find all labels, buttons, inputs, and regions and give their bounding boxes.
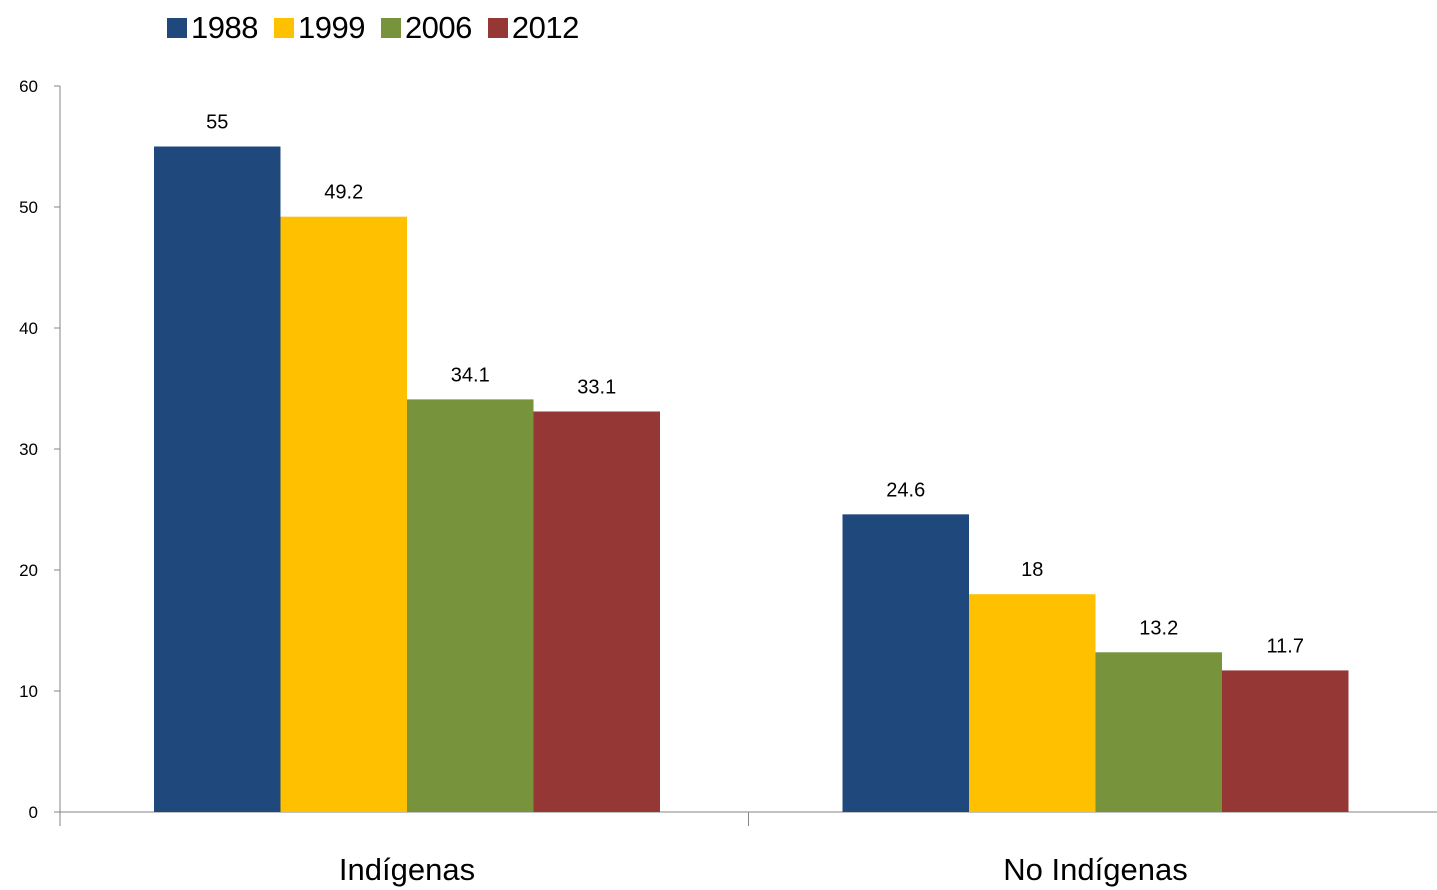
bar: [969, 594, 1096, 812]
bar: [1095, 652, 1222, 812]
x-tick-label: Indígenas: [339, 852, 475, 887]
data-labels: 55 49.2 34.1 33.1 24.6 18 13.2 11.7: [206, 112, 1304, 658]
legend-label: 2012: [511, 10, 579, 45]
bar: [842, 514, 969, 812]
y-tick-label: 40: [19, 319, 38, 338]
bar: [154, 146, 281, 812]
legend-label: 2006: [404, 10, 472, 45]
x-tick-label: No Indígenas: [1003, 852, 1187, 887]
y-tick-label: 60: [19, 77, 38, 96]
legend: 1988 1999 2006 2012: [167, 10, 595, 46]
legend-swatch: [167, 18, 187, 38]
legend-item: 2006: [380, 10, 472, 46]
data-label: 24.6: [886, 479, 925, 501]
legend-label: 1988: [191, 10, 258, 45]
bars: [154, 146, 1349, 812]
legend-item: 1988: [167, 10, 258, 46]
data-label: 11.7: [1267, 635, 1304, 657]
data-label: 55: [206, 112, 228, 134]
legend-swatch: [380, 18, 401, 38]
legend-item: 2012: [487, 10, 579, 46]
bar: [407, 399, 534, 812]
legend-label: 1999: [297, 10, 365, 45]
data-label: 33.1: [577, 376, 616, 398]
bar: [280, 216, 407, 812]
bar: [533, 411, 660, 812]
y-tick-label: 30: [19, 440, 38, 459]
data-label: 18: [1021, 559, 1043, 581]
bar: [1222, 670, 1349, 812]
y-tick-label: 0: [29, 803, 38, 822]
y-tick-label: 50: [19, 198, 38, 217]
axes: 0 10 20 30 40 50 60 Indígenas No Indígenas: [19, 77, 1437, 887]
data-label: 49.2: [324, 182, 363, 204]
legend-swatch: [273, 18, 294, 38]
y-tick-label: 10: [19, 682, 38, 701]
data-label: 13.2: [1139, 617, 1178, 639]
legend-item: 1999: [273, 10, 365, 46]
legend-swatch: [487, 18, 508, 38]
y-tick-label: 20: [19, 561, 38, 580]
data-label: 34.1: [451, 364, 490, 386]
